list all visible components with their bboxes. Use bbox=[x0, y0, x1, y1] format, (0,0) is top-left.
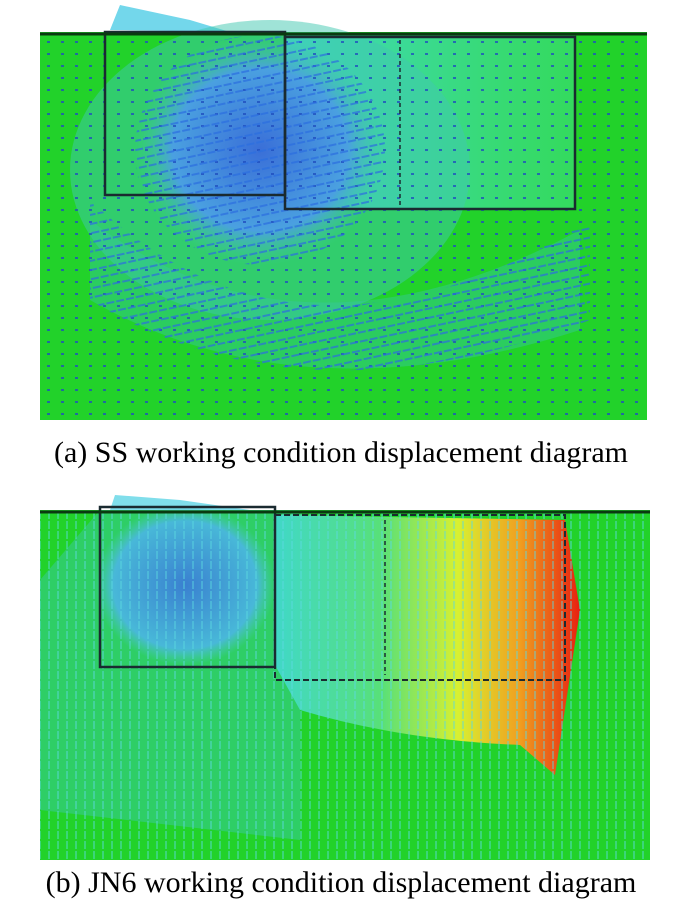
caption: (b) JN6 working condition displacement d… bbox=[45, 866, 637, 899]
caption: (a) SS working condition displacement di… bbox=[53, 436, 629, 469]
displacement-plot-a bbox=[40, 5, 647, 420]
displacement-plot-b bbox=[40, 495, 650, 860]
